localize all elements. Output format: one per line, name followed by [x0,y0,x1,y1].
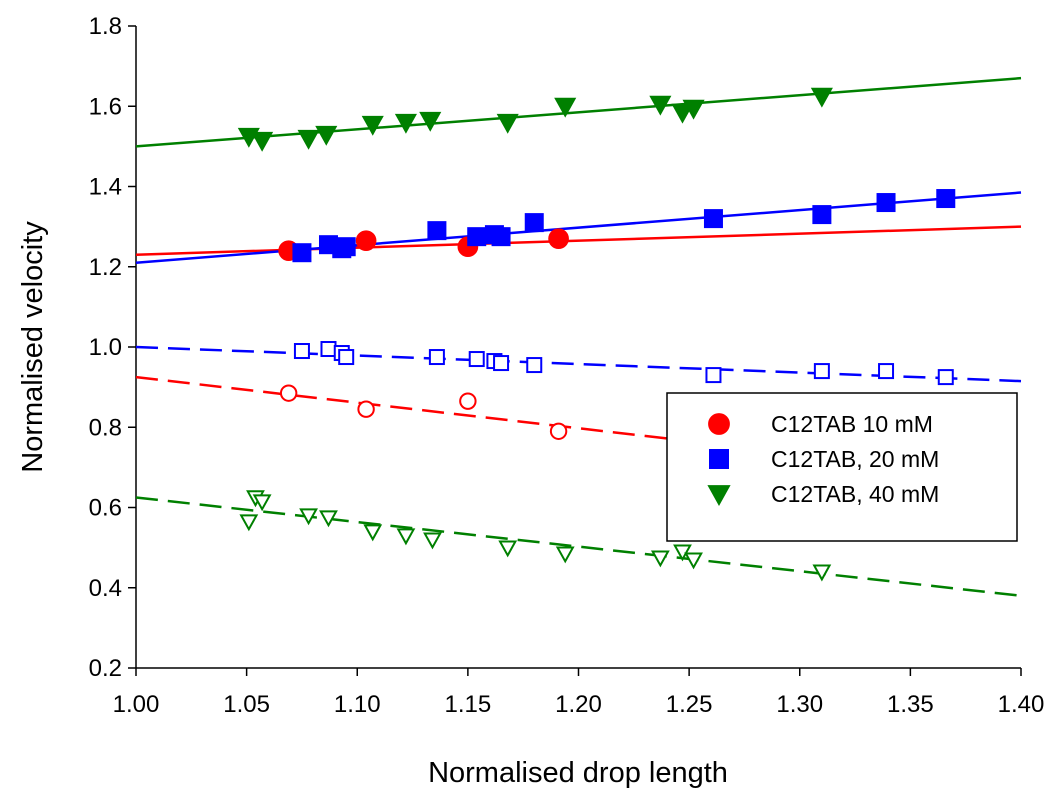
marker [361,115,384,136]
y-tick-label: 1.6 [89,93,122,120]
fit-line [135,345,1022,383]
marker [336,237,356,257]
marker [548,228,569,250]
marker [526,357,543,374]
y-tick-label: 0.8 [89,414,122,441]
marker [315,125,338,146]
fit-line [135,76,1022,148]
marker [810,87,833,108]
marker [555,546,575,564]
marker [338,349,355,366]
y-tick-label: 1.2 [89,254,122,281]
x-tick-label: 1.20 [555,691,602,718]
marker [496,113,519,134]
marker [355,230,377,252]
marker [396,528,416,546]
marker [297,129,320,150]
marker [650,550,670,568]
legend-label: C12TAB, 20 mM [771,446,939,472]
marker [292,243,312,263]
marker [812,564,832,582]
y-tick-label: 1.0 [89,334,122,361]
fit-line [135,225,1022,256]
marker [252,494,272,512]
marker [459,392,477,410]
marker [428,349,445,366]
fit-line [135,496,1022,598]
marker [936,189,956,209]
y-tick-label: 0.4 [89,575,122,602]
legend-marker [708,413,730,435]
marker [239,514,259,532]
x-tick-label: 1.40 [998,691,1045,718]
marker [251,131,274,152]
marker [671,103,694,124]
marker [703,209,723,229]
y-tick-label: 1.4 [89,174,122,201]
marker [293,343,310,360]
marker [467,227,487,247]
marker [682,99,705,120]
marker [363,524,383,542]
legend-label: C12TAB, 40 mM [771,481,939,507]
marker [937,369,954,386]
marker [549,422,568,440]
legend-marker [709,449,729,469]
marker [649,95,672,116]
x-tick-label: 1.00 [113,691,160,718]
marker [684,552,703,570]
marker [419,111,442,132]
y-tick-label: 1.8 [89,13,122,40]
marker [394,113,417,134]
x-tick-label: 1.35 [887,691,934,718]
marker [813,363,830,380]
marker [554,97,577,118]
marker [876,193,896,213]
marker [493,355,510,372]
marker [299,508,318,526]
marker [423,532,442,550]
legend-marker [707,485,731,506]
marker [673,544,692,562]
x-tick-label: 1.30 [776,691,823,718]
x-axis-label: Normalised drop length [428,757,728,789]
marker [427,221,447,241]
marker [878,363,895,380]
x-tick-label: 1.25 [666,691,713,718]
x-tick-label: 1.10 [334,691,381,718]
marker [812,205,832,225]
marker [279,384,298,402]
marker [498,540,518,558]
marker [524,213,544,233]
y-axis-label: Normalised velocity [17,221,49,473]
marker [319,510,338,528]
x-tick-label: 1.15 [445,691,492,718]
y-tick-label: 0.2 [89,655,122,682]
marker [705,367,722,384]
marker [320,341,337,358]
marker [357,400,375,418]
legend-label: C12TAB 10 mM [771,411,933,437]
x-tick-label: 1.05 [223,691,270,718]
marker [491,227,511,247]
marker [468,351,485,368]
y-tick-label: 0.6 [89,495,122,522]
